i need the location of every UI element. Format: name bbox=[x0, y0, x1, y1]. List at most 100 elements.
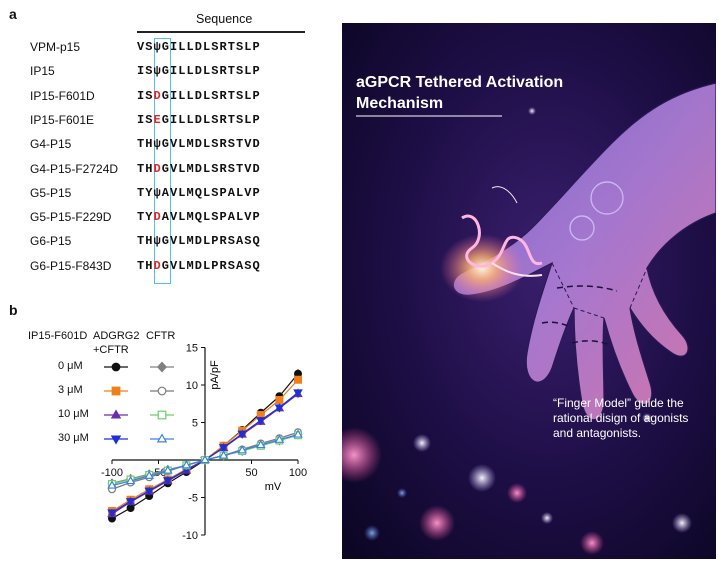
residues-before-site: TH bbox=[137, 258, 154, 273]
residues-after-site: GVLMDLSRSTVD bbox=[161, 161, 261, 176]
sequence-row-residues: THDGVLMDLSRSTVD bbox=[137, 162, 261, 176]
cover-title-line1: aGPCR Tethered Activation bbox=[356, 74, 564, 91]
data-point bbox=[144, 470, 154, 479]
sequence-row-name: G4-P15-F2724D bbox=[30, 161, 119, 176]
sequence-row-residues: ISEGILLDLSRTSLP bbox=[137, 113, 261, 127]
cleavage-site-marker: ψ bbox=[153, 40, 162, 54]
legend-title-cells: ADGRG2 bbox=[93, 330, 140, 342]
sequence-row-residues: THψGVLMDLPRSASQ bbox=[137, 234, 261, 248]
data-point bbox=[237, 430, 247, 439]
residues-after-site: AVLMQLSPALVP bbox=[161, 185, 261, 200]
x-tick-label: 100 bbox=[289, 467, 307, 479]
legend-concentration-label: 0 μM bbox=[58, 360, 83, 372]
sequence-row-residues: TYψAVLMQLSPALVP bbox=[137, 186, 261, 200]
residues-before-site: TH bbox=[137, 234, 154, 249]
data-point bbox=[181, 460, 192, 469]
data-point bbox=[144, 487, 154, 496]
legend-marker bbox=[111, 386, 121, 396]
legend-marker bbox=[111, 362, 121, 372]
cleavage-site-marker: ψ bbox=[153, 137, 162, 152]
residues-after-site: GILLDLSRTSLP bbox=[161, 64, 261, 79]
data-point bbox=[125, 475, 136, 485]
data-point bbox=[256, 439, 266, 449]
sequence-row-name: G5-P15 bbox=[30, 185, 72, 200]
residues-before-site: TH bbox=[137, 161, 154, 176]
x-tick-label: -100 bbox=[101, 467, 123, 479]
residues-after-site: GILLDLSRTSLP bbox=[161, 112, 261, 127]
legend-marker bbox=[157, 361, 167, 373]
data-point bbox=[256, 417, 266, 426]
data-point bbox=[294, 375, 303, 384]
y-tick-label: -5 bbox=[188, 493, 198, 505]
data-point bbox=[274, 404, 285, 413]
series-8 bbox=[107, 429, 303, 489]
mutated-site-residue: D bbox=[153, 210, 162, 225]
residues-after-site: GVLMDLSRSTVD bbox=[161, 137, 261, 152]
sequence-row-name: IP15 bbox=[30, 64, 55, 79]
mutated-site-residue: D bbox=[153, 161, 162, 176]
data-point bbox=[293, 429, 303, 438]
sequence-row-name: IP15-F601D bbox=[30, 88, 95, 103]
sequence-row-name: IP15-F601E bbox=[30, 112, 95, 127]
data-point bbox=[163, 465, 173, 474]
data-point bbox=[163, 477, 173, 486]
cleavage-site-box bbox=[154, 38, 171, 284]
sequence-row-name: G6-P15-F843D bbox=[30, 258, 112, 273]
residues-before-site: TY bbox=[137, 210, 154, 225]
y-tick-label: 10 bbox=[186, 380, 198, 392]
legend-marker bbox=[157, 410, 167, 420]
panel-a-label: a bbox=[9, 6, 17, 22]
sequence-row-residues: TYDAVLMQLSPALVP bbox=[137, 210, 261, 224]
sequence-row-name: G4-P15 bbox=[30, 137, 72, 152]
sequence-row-residues: VSψGILLDLSRTSLP bbox=[137, 40, 261, 54]
sequence-row-residues: THDGVLMDLPRSASQ bbox=[137, 259, 261, 273]
data-point bbox=[125, 498, 136, 507]
y-tick-label: 15 bbox=[186, 343, 198, 355]
x-axis-label: mV bbox=[265, 481, 282, 493]
legend-concentration-label: 30 μM bbox=[58, 432, 89, 444]
data-point bbox=[275, 396, 284, 405]
data-point bbox=[218, 444, 229, 453]
residues-after-site: GVLMDLPRSASQ bbox=[161, 234, 261, 249]
sequence-row-residues: ISψGILLDLSRTSLP bbox=[137, 64, 261, 78]
sequence-row-residues: ISDGILLDLSRTSLP bbox=[137, 89, 261, 103]
sequence-row-residues: THψGVLMDLSRSTVD bbox=[137, 137, 261, 151]
residues-before-site: TY bbox=[137, 185, 154, 200]
legend-title-control: CFTR bbox=[146, 330, 176, 342]
mutated-site-residue: E bbox=[153, 112, 162, 127]
data-point bbox=[237, 445, 247, 454]
x-tick-label: 50 bbox=[245, 467, 257, 479]
y-axis-label: pA/pF bbox=[209, 360, 221, 390]
y-tick-label: -10 bbox=[182, 530, 198, 542]
residues-after-site: GILLDLSRTSLP bbox=[161, 88, 261, 103]
sequence-row-name: G5-P15-F229D bbox=[30, 210, 112, 225]
cover-caption-line2: rational disign of agonists bbox=[553, 411, 689, 425]
cover-title: aGPCR Tethered Activation Mechanism bbox=[356, 72, 563, 114]
legend-markers bbox=[104, 361, 174, 445]
residues-before-site: IS bbox=[137, 88, 154, 103]
data-point bbox=[274, 434, 285, 443]
residues-before-site: TH bbox=[137, 137, 154, 152]
cover-caption-line3: and antagonists. bbox=[553, 426, 642, 440]
cover-caption: “Finger Model” guide the rational disign… bbox=[553, 396, 688, 441]
legend-title-peptide: IP15-F601D bbox=[28, 330, 88, 342]
cover-title-line2: Mechanism bbox=[356, 95, 444, 112]
residues-after-site: GILLDLSRTSLP bbox=[161, 40, 261, 54]
cleavage-site-marker: ψ bbox=[153, 185, 162, 200]
legend-title-cells-line2: +CFTR bbox=[93, 344, 129, 356]
sequence-header: Sequence bbox=[196, 12, 253, 26]
cover-caption-line1: “Finger Model” guide the bbox=[553, 396, 684, 410]
residues-after-site: AVLMQLSPALVP bbox=[161, 210, 261, 225]
bokeh-lights bbox=[342, 107, 692, 555]
legend-marker bbox=[156, 433, 168, 443]
data-point bbox=[293, 389, 303, 398]
mutated-site-residue: D bbox=[153, 88, 162, 103]
residues-before-site: VS bbox=[137, 40, 154, 54]
sequence-row-name: G6-P15 bbox=[30, 234, 72, 249]
activation-glow bbox=[440, 234, 524, 302]
legend-concentration-label: 10 μM bbox=[58, 408, 89, 420]
panel-b-label: b bbox=[9, 302, 18, 318]
journal-cover-illustration bbox=[342, 23, 716, 559]
